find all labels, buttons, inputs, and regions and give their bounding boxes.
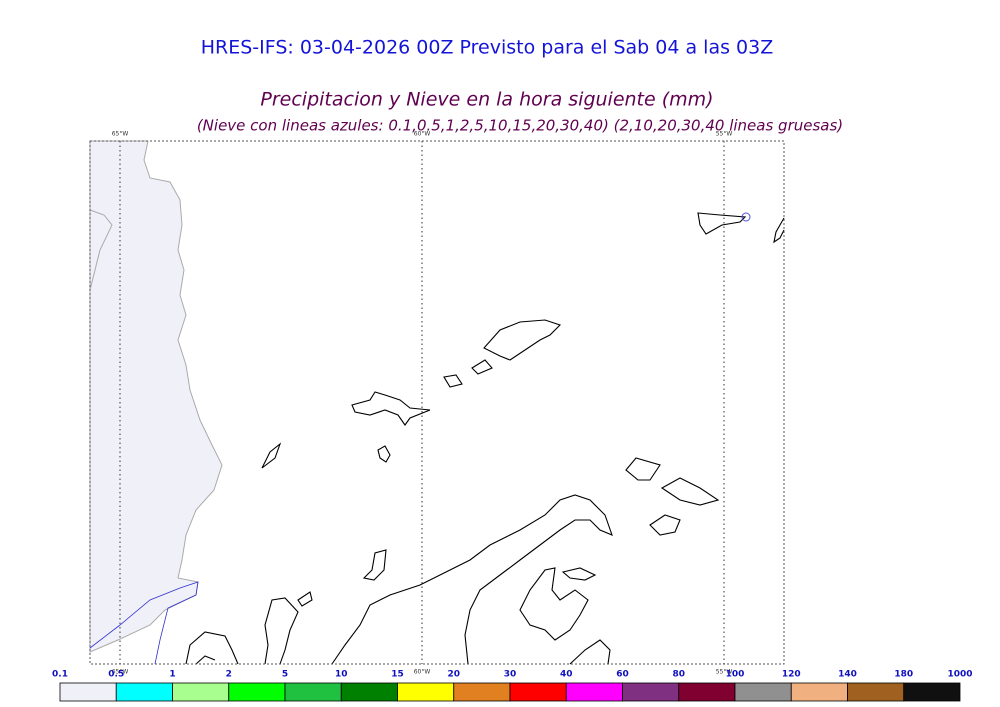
colorbar-box (790, 682, 848, 702)
colorbar-label: 30 (504, 670, 517, 680)
map-area (89, 140, 785, 665)
colorbar-box (284, 682, 342, 702)
colorbar-box (340, 682, 398, 702)
colorbar-label: 120 (782, 670, 801, 680)
colorbar-label: 2 (226, 670, 232, 680)
colorbar-box (115, 682, 173, 702)
colorbar-label: 180 (894, 670, 913, 680)
meridian-label: 65°W (112, 669, 129, 676)
colorbar-box (172, 682, 230, 702)
colorbar-label: 80 (672, 670, 685, 680)
colorbar-box (59, 682, 117, 702)
meridian-label: 55°W (716, 131, 733, 138)
colorbar-label: 100 (726, 670, 745, 680)
note: (Nieve con lineas azules: 0.1,0.5,1,2,5,… (197, 117, 843, 135)
colorbar-label: 20 (447, 670, 460, 680)
land-edge (89, 209, 113, 291)
colorbar-box (397, 682, 455, 702)
colorbar-label: 10 (335, 670, 348, 680)
subtitle: Precipitacion y Nieve en la hora siguien… (260, 89, 713, 111)
colorbar-label: 0.1 (52, 670, 68, 680)
colorbar-box (678, 682, 736, 702)
colorbar-box (847, 682, 905, 702)
snow-line (89, 581, 199, 665)
meridian-label: 55°W (716, 669, 733, 676)
colorbar-label: 40 (560, 670, 573, 680)
colorbar-box (453, 682, 511, 702)
colorbar-label: 0.5 (108, 670, 124, 680)
map-frame (89, 140, 785, 665)
title: HRES-IFS: 03-04-2026 00Z Previsto para e… (201, 37, 774, 59)
colorbar-label: 1000 (947, 670, 972, 680)
meridian-label: 60°W (414, 669, 431, 676)
coastlines (185, 212, 785, 665)
colorbar-box (622, 682, 680, 702)
colorbar-label: 5 (282, 670, 288, 680)
colorbar-label: 1 (169, 670, 175, 680)
meridian-label: 65°W (112, 131, 129, 138)
colorbar-label: 60 (616, 670, 629, 680)
colorbar-box (509, 682, 567, 702)
colorbar-box (734, 682, 792, 702)
colorbar-box (228, 682, 286, 702)
colorbar-label: 15 (391, 670, 404, 680)
colorbar-box (565, 682, 623, 702)
colorbar-box (903, 682, 961, 702)
colorbar-label: 140 (838, 670, 857, 680)
meridian-label: 60°W (414, 131, 431, 138)
